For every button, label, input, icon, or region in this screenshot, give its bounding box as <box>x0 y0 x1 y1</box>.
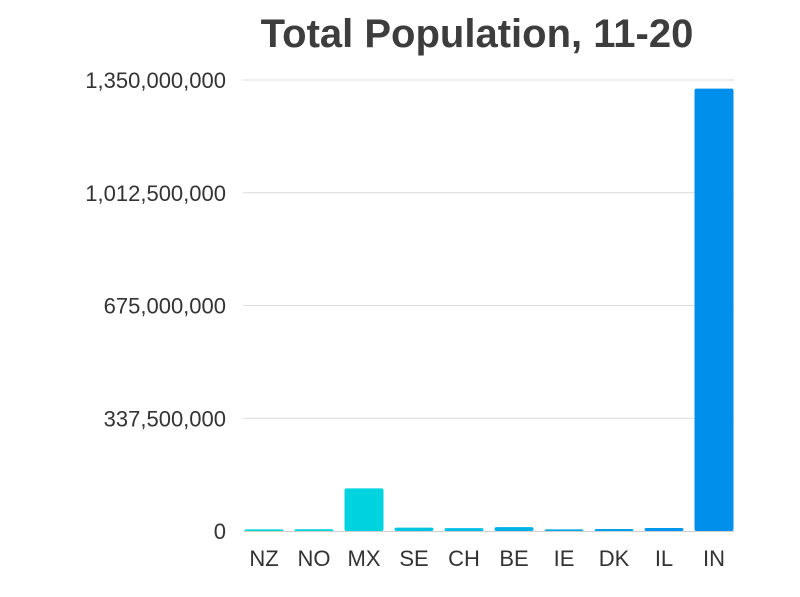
y-tick-label: 0 <box>214 519 226 544</box>
bar-ch <box>444 528 484 531</box>
x-tick-label-ch: CH <box>448 546 480 571</box>
x-tick-label-mx: MX <box>348 546 381 571</box>
y-tick-label: 675,000,000 <box>104 294 226 319</box>
x-tick-label-il: IL <box>655 546 673 571</box>
x-tick-label-ie: IE <box>554 546 575 571</box>
x-axis-ticks: NZ NO MX SE CH BE IE DK IL IN <box>249 546 725 571</box>
y-axis-ticks: 0 337,500,000 675,000,000 1,012,500,000 1,35… <box>85 68 226 544</box>
bar-nz <box>244 529 284 531</box>
y-tick-label: 337,500,000 <box>104 406 226 431</box>
bars <box>244 88 734 532</box>
bar-ie <box>544 529 584 531</box>
x-tick-label-no: NO <box>298 546 331 571</box>
x-tick-label-be: BE <box>499 546 528 571</box>
bar-no <box>294 529 334 531</box>
x-tick-label-in: IN <box>703 546 725 571</box>
y-tick-label: 1,012,500,000 <box>85 181 226 206</box>
x-tick-label-se: SE <box>399 546 428 571</box>
x-tick-label-dk: DK <box>599 546 630 571</box>
bar-il <box>644 527 684 531</box>
bar-dk <box>594 529 634 531</box>
y-tick-label: 1,350,000,000 <box>85 68 226 93</box>
chart-title: Total Population, 11-20 <box>260 12 694 56</box>
bar-in <box>694 88 734 532</box>
bar-se <box>394 527 434 531</box>
gridlines <box>243 79 734 532</box>
x-tick-label-nz: NZ <box>249 546 278 571</box>
bar-be <box>494 527 534 531</box>
bar-mx <box>344 488 384 531</box>
